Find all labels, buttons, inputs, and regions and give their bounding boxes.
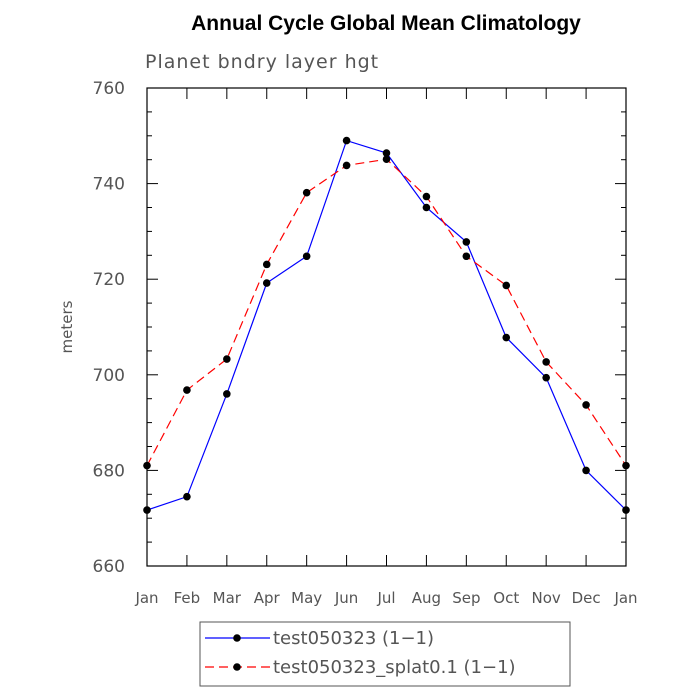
x-tick-label: Dec (572, 589, 601, 607)
series-line-1 (146, 158, 627, 466)
legend: test050323 (1−1) test050323_splat0.1 (1−1… (205, 628, 516, 678)
x-tick-label: Mar (213, 589, 242, 607)
y-axis-label: meters (58, 300, 76, 353)
series-0-point (382, 149, 391, 157)
y-tick-label: 760 (93, 79, 125, 99)
series-line-0 (146, 139, 627, 511)
x-tick-label: Sep (452, 589, 480, 607)
legend-entry-1: test050323_splat0.1 (1−1) (273, 657, 516, 678)
y-tick-label: 660 (93, 557, 125, 577)
series-0-point (462, 238, 471, 246)
chart-title: Annual Cycle Global Mean Climatology (191, 12, 581, 35)
series-0-point (262, 279, 271, 287)
series-0-point (582, 466, 590, 475)
series-1-point (302, 188, 311, 197)
x-tick-label: Jan (134, 589, 158, 607)
series-1-point (223, 355, 231, 363)
series-1-point (143, 461, 151, 470)
x-tick-label: Jul (376, 589, 395, 607)
series-1-point (582, 401, 590, 409)
series-0-point (223, 390, 231, 398)
series-0-point (302, 252, 311, 261)
series-1-point (422, 192, 431, 201)
x-tick-label: Jun (334, 589, 358, 607)
series-0-point (502, 333, 511, 342)
series-1-point (542, 358, 550, 366)
series-0-point (542, 373, 550, 382)
y-axis-ticks: 660 680 700 720 740 760 (93, 79, 626, 577)
series-group (143, 136, 630, 514)
x-axis-ticks: Jan Feb Mar Apr May Jun Jul Aug Sep Oct Nov Dec Jan (134, 88, 638, 607)
series-1-point (382, 155, 391, 164)
series-0-point (622, 506, 630, 514)
series-0-point (143, 506, 151, 514)
x-tick-label: Apr (254, 589, 281, 607)
series-1-point (502, 281, 511, 290)
legend-marker-1 (233, 663, 241, 671)
x-tick-label: Jan (613, 589, 637, 607)
series-1-point (622, 461, 630, 470)
legend-box (199, 621, 571, 687)
legend-entry-0: test050323 (1−1) (273, 628, 434, 649)
y-tick-label: 720 (93, 270, 125, 290)
x-tick-label: Aug (412, 589, 441, 607)
x-tick-label: Nov (532, 589, 561, 607)
y-tick-label: 700 (93, 366, 125, 386)
series-1-point (262, 260, 271, 269)
legend-marker-0 (233, 634, 241, 642)
series-1-point (183, 386, 191, 394)
x-tick-label: Oct (493, 589, 519, 607)
series-0-point (342, 136, 351, 145)
series-1-point (342, 161, 351, 170)
chart-subtitle: Planet bndry layer hgt (145, 51, 379, 73)
x-tick-label: May (291, 589, 322, 607)
y-tick-label: 740 (93, 175, 125, 195)
series-1-point (462, 252, 471, 261)
series-0-point (422, 203, 431, 212)
y-tick-label: 680 (93, 461, 125, 481)
x-tick-label: Feb (174, 589, 201, 607)
series-0-point (183, 492, 191, 501)
